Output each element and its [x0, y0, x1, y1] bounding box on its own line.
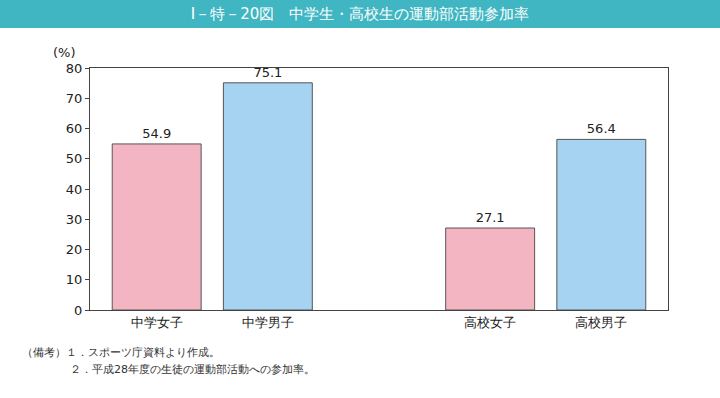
svg-text:54.9: 54.9	[142, 126, 171, 141]
svg-text:高校女子: 高校女子	[464, 315, 516, 330]
svg-text:80: 80	[66, 61, 83, 76]
svg-text:30: 30	[66, 212, 83, 227]
html-text:Ⅰ－特－20図 中学生・高校生の運動部活動参加率: Ⅰ－特－20図 中学生・高校生の運動部活動参加率	[190, 5, 530, 23]
svg-text:50: 50	[66, 151, 83, 166]
svg-text:27.1: 27.1	[476, 210, 505, 225]
svg-text:40: 40	[66, 182, 83, 197]
svg-text:0: 0	[74, 303, 82, 318]
svg-text:高校男子: 高校男子	[575, 315, 627, 330]
html-text:（備考）１．スポーツ庁資料より作成。: （備考）１．スポーツ庁資料より作成。	[22, 346, 220, 359]
svg-text:中学女子: 中学女子	[131, 315, 183, 330]
svg-text:75.1: 75.1	[253, 65, 282, 80]
html-text:２．平成28年度の生徒の運動部活動への参加率。: ２．平成28年度の生徒の運動部活動への参加率。	[70, 363, 315, 376]
svg-text:56.4: 56.4	[587, 121, 616, 136]
svg-text:(%): (%)	[53, 45, 76, 60]
svg-text:中学男子: 中学男子	[242, 315, 294, 330]
svg-text:10: 10	[66, 272, 83, 287]
svg-text:20: 20	[66, 242, 83, 257]
svg-text:70: 70	[66, 91, 83, 106]
svg-text:60: 60	[66, 121, 83, 136]
